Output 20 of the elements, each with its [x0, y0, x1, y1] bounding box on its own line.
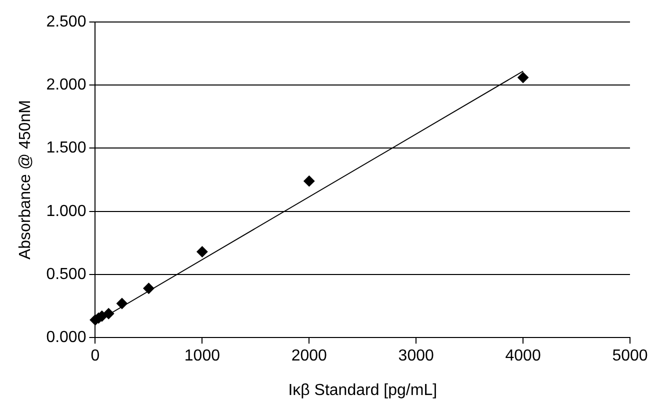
- y-tick-label: 1.500: [46, 140, 86, 157]
- point: [196, 246, 208, 258]
- x-axis-title: Iκβ Standard [pg/mL]: [288, 382, 438, 399]
- y-tick-label: 2.000: [46, 76, 86, 94]
- point: [518, 72, 529, 84]
- point: [304, 176, 315, 187]
- x-tick-label: 5000: [612, 348, 648, 365]
- y-tick-label: 0.500: [46, 266, 86, 283]
- x-tick-label: 0: [90, 348, 100, 365]
- x-tick-label: 3000: [398, 348, 434, 365]
- x-tick-label: 4000: [505, 348, 541, 365]
- x-tick-label: 1000: [184, 348, 220, 365]
- point: [143, 282, 154, 294]
- point: [103, 308, 114, 320]
- y-tick-label: 0.000: [46, 329, 86, 346]
- point: [116, 298, 128, 310]
- y-axis-title: Absorbance @ 450nM: [17, 100, 34, 260]
- y-tick-label: 1.000: [46, 202, 86, 220]
- x-tick-label: 2000: [291, 348, 328, 365]
- y-tick-label: 2.500: [46, 13, 86, 30]
